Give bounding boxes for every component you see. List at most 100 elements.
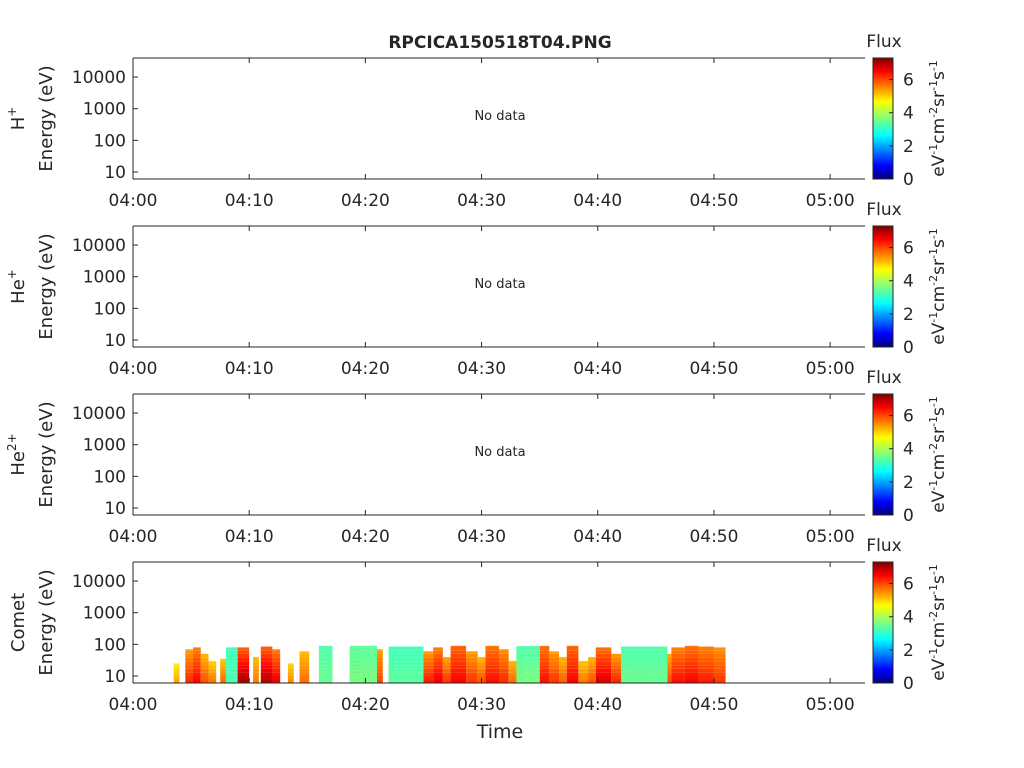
data-cell [566,657,579,662]
x-tick-label: 05:00 [806,359,855,379]
data-cell [516,650,540,654]
data-cell [388,657,424,662]
data-cell [237,668,250,673]
data-cell [299,679,310,683]
data-cell [349,661,377,666]
data-cell [477,657,486,662]
data-cell [516,646,540,651]
data-cell [200,668,209,673]
data-cell [466,661,478,666]
data-cell [349,675,377,680]
colorbar-label: eV-1cm-2sr-1s-1 [927,60,949,177]
data-cell [442,665,451,669]
data-cell [220,679,226,683]
x-tick-label: 04:20 [341,359,390,379]
data-cell [539,653,550,658]
data-cell [225,672,238,676]
y-tick-label: 1000 [83,268,126,288]
data-cell [349,679,377,683]
data-cell [713,672,726,676]
data-cell [566,668,579,673]
data-cell [588,668,596,673]
data-cell [253,668,259,673]
colorbar-gradient [872,393,894,516]
colorbar-title: Flux [866,200,901,220]
data-cell [684,645,699,647]
data-cell [684,657,699,662]
data-cell [611,672,623,676]
data-cell [200,653,209,658]
ylabel-species: He+ [5,269,29,304]
data-cell [566,679,579,683]
x-tick-label: 04:10 [225,359,274,379]
panel-1: 04:00 04:10 04:20 04:30 04:40 04:50 05:00 10 100… [5,32,949,211]
data-cell [260,653,273,658]
data-cell [485,661,499,666]
data-cell [566,665,579,669]
data-cell [220,658,226,662]
data-cell [713,647,726,651]
data-cell [713,665,726,669]
data-cell [621,661,668,666]
data-cell [442,672,451,676]
data-cell [220,668,226,673]
data-cell [671,647,685,651]
data-cell [423,672,434,676]
data-cell [349,653,377,658]
x-axis-label: Time [476,721,524,743]
data-cell [566,672,579,676]
data-cell [499,661,509,666]
data-cell [200,679,209,683]
data-cell [450,665,467,669]
panel-2: 04:00 04:10 04:20 04:30 04:40 04:50 05:00 10 100… [5,200,949,379]
data-cell [559,679,567,683]
data-cell [698,665,714,669]
data-cell [671,650,685,654]
data-cell [193,653,201,658]
data-cell [208,672,217,676]
data-cell [225,668,238,673]
data-cell [237,679,250,683]
data-cell [684,665,699,669]
data-cell [260,679,273,683]
data-cell [442,668,451,673]
data-cell [423,675,434,680]
colorbar-tick-label: 6 [903,575,914,595]
data-cell [260,657,273,662]
data-cell [499,650,509,654]
data-cell [193,668,201,673]
no-data-text: No data [474,445,525,460]
data-cell [559,665,567,669]
data-cell [539,679,550,683]
data-cell [260,650,273,654]
data-cell [508,672,517,676]
data-cell [193,679,201,683]
data-cell [193,661,201,666]
data-cell [237,661,250,666]
data-cell [684,668,699,673]
data-cell [173,663,180,666]
data-cell [477,672,486,676]
data-cell [237,647,250,651]
data-cell [578,679,589,683]
data-cell [595,668,612,673]
x-tick-label: 04:50 [689,191,738,211]
data-cell [466,675,478,680]
colorbar-tick-label: 2 [903,641,914,661]
data-cell [185,657,194,662]
data-cell [684,672,699,676]
data-cell [508,675,517,680]
data-cell [193,657,201,662]
data-cell [433,661,443,666]
data-cell [349,657,377,662]
x-tick-label: 04:30 [457,695,506,715]
colorbar-label: eV-1cm-2sr-1s-1 [927,564,949,681]
data-cell [559,675,567,680]
data-cell [466,657,478,662]
data-cell [566,661,579,666]
data-cell [220,661,226,666]
